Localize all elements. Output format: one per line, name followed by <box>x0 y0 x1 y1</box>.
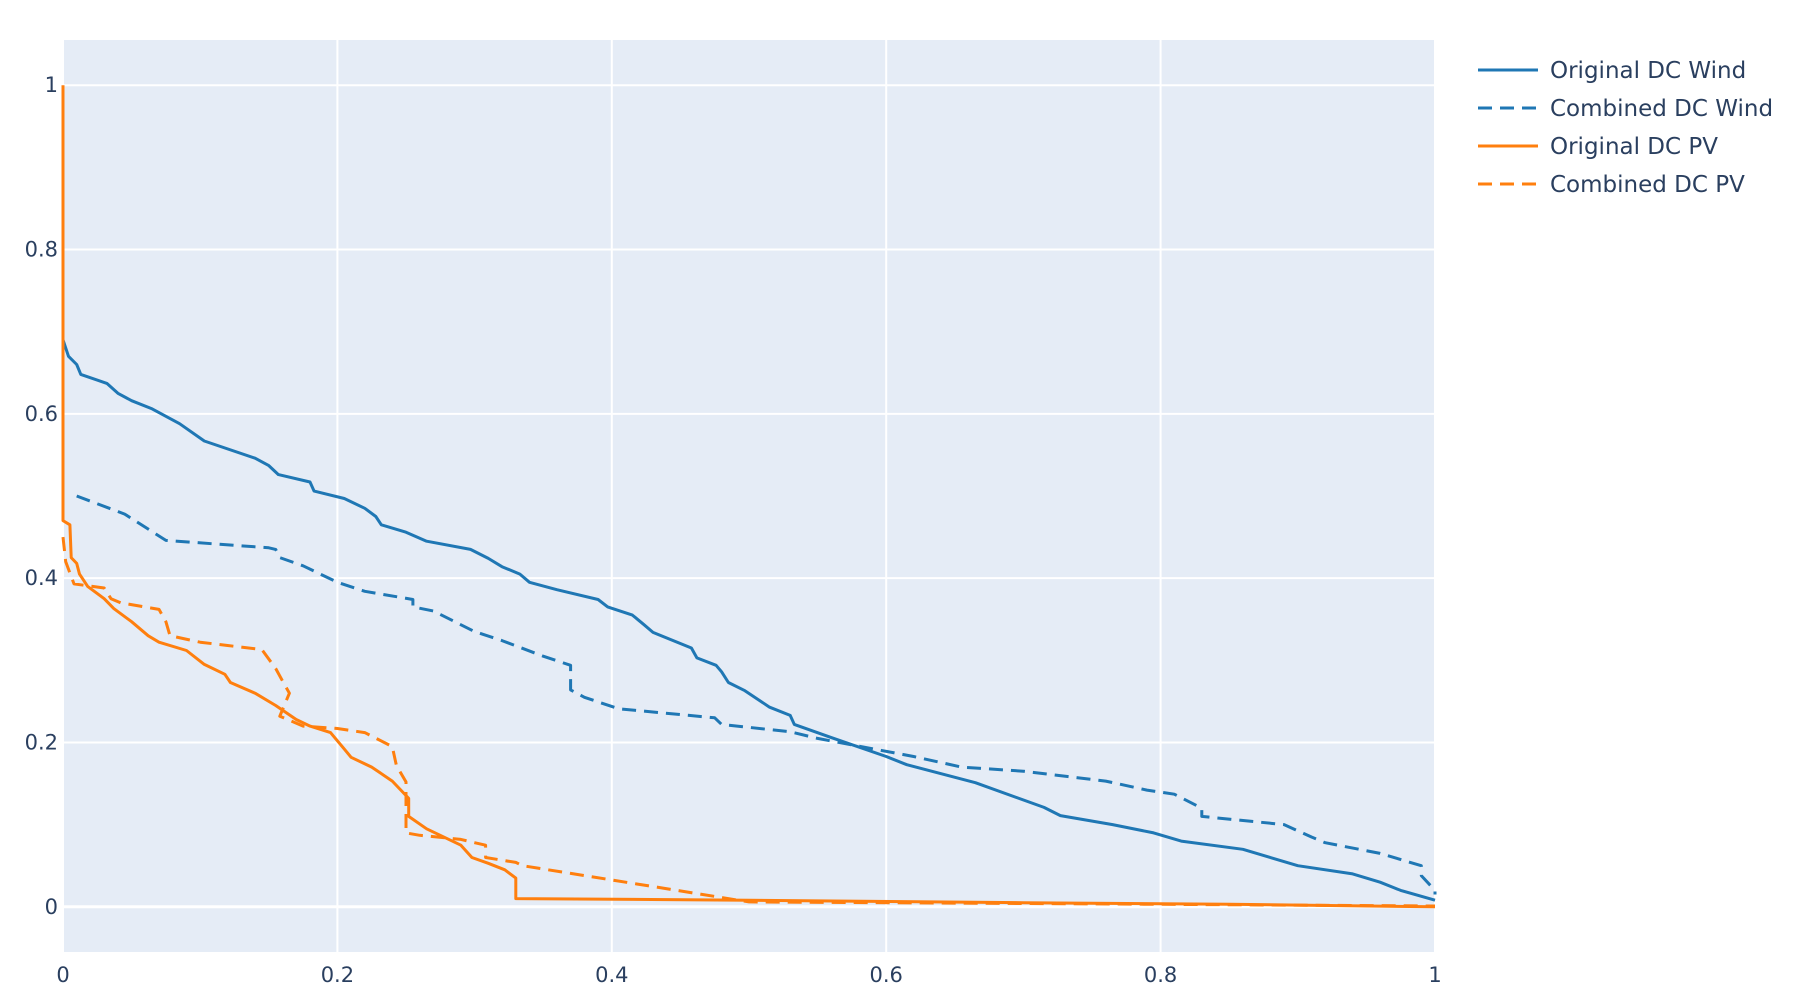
y-tick-label: 0.6 <box>25 402 58 426</box>
series-line-combined-dc-wind <box>76 494 1437 895</box>
y-tick-label: 0.4 <box>25 566 58 590</box>
y-tick-label: 0.2 <box>25 730 58 754</box>
series-line-original-dc-wind <box>61 339 1436 902</box>
legend: Original DC Wind Combined DC Wind Original… <box>1478 58 1773 198</box>
series-line-combined-dc-pv <box>61 536 1436 908</box>
x-tick-label: 0.4 <box>595 963 628 987</box>
series-line-original-dc-pv <box>61 85 1436 909</box>
y-tick-label: 0 <box>45 895 58 919</box>
y-tick-label: 1 <box>45 73 58 97</box>
legend-label-original-dc-wind: Original DC Wind <box>1550 58 1746 84</box>
y-tick-label: 0.8 <box>25 238 58 262</box>
x-axis-ticks: 0 0.2 0.4 0.6 0.8 1 <box>56 963 1441 987</box>
legend-label-combined-dc-wind: Combined DC Wind <box>1550 96 1773 122</box>
y-axis-ticks: 0 0.2 0.4 0.6 0.8 1 <box>25 73 58 919</box>
grid-lines <box>62 40 1436 952</box>
plot-area <box>63 40 1435 952</box>
legend-label-original-dc-pv: Original DC PV <box>1550 134 1718 160</box>
x-tick-label: 0.6 <box>869 963 902 987</box>
x-tick-label: 0 <box>56 963 69 987</box>
x-tick-label: 0.2 <box>321 963 354 987</box>
x-tick-label: 1 <box>1428 963 1441 987</box>
x-tick-label: 0.8 <box>1144 963 1177 987</box>
series-layer <box>61 85 1437 909</box>
legend-label-combined-dc-pv: Combined DC PV <box>1550 172 1745 198</box>
